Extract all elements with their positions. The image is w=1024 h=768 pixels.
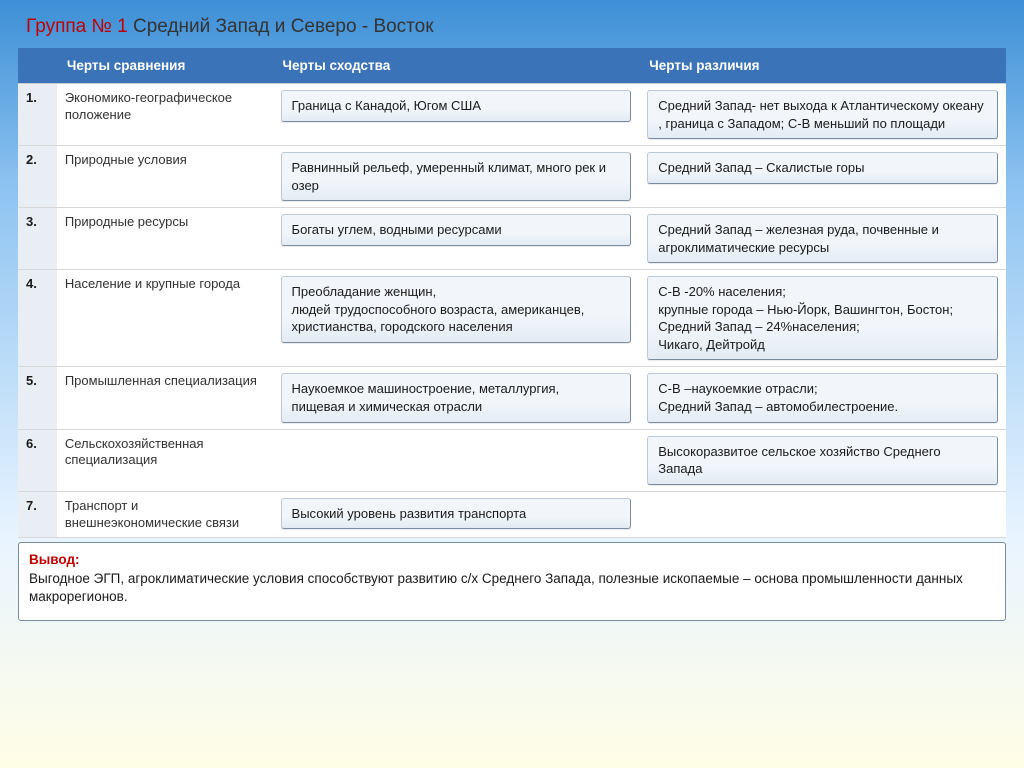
row-similar: Наукоемкое машиностроение, металлургия,п…: [273, 367, 640, 429]
diff-box: Средний Запад- нет выхода к Атлантическо…: [647, 90, 998, 139]
row-feature-label: Экономико-географическое положение: [65, 90, 265, 124]
table-row: 5. Промышленная специализация Наукоемкое м…: [18, 367, 1006, 429]
table-row: 2. Природные условия Равнинный рельеф, уме…: [18, 146, 1006, 208]
row-feature-label: Население и крупные города: [65, 276, 265, 293]
table-row: 1.Экономико-географическое положение Гран…: [18, 84, 1006, 146]
title-prefix: Группа № 1: [26, 16, 128, 37]
table-row: 7.Транспорт и внешнеэкономические связи В…: [18, 491, 1006, 538]
row-feature-label: Сельскохозяйственная специализация: [65, 436, 265, 470]
diff-box: С-В –наукоемкие отрасли;Средний Запад – …: [647, 373, 998, 422]
table-row: 4. Население и крупные города Преобладание…: [18, 270, 1006, 367]
row-feature: Природные ресурсы: [57, 208, 273, 270]
row-diff: [639, 491, 1006, 538]
slide: Группа № 1 Средний Запад и Северо - Вост…: [18, 16, 1006, 621]
similar-box: Преобладание женщин,людей трудоспособног…: [281, 276, 632, 343]
row-number: 3.: [18, 208, 57, 270]
diff-box: Высокоразвитое сельское хозяйство Средне…: [647, 436, 998, 485]
table-row: 3. Природные ресурсы Богаты углем, водными…: [18, 208, 1006, 270]
row-similar: Высокий уровень развития транспорта: [273, 491, 640, 538]
similar-box: Граница с Канадой, Югом США: [281, 90, 632, 122]
row-diff: Высокоразвитое сельское хозяйство Средне…: [639, 429, 1006, 491]
col-header-feature: Черты сравнения: [57, 48, 273, 84]
row-number: 6.: [18, 429, 57, 491]
row-number: 7.: [18, 491, 57, 538]
row-diff: Средний Запад – железная руда, почвенные…: [639, 208, 1006, 270]
table-row: 6.Сельскохозяйственная специализация Высо…: [18, 429, 1006, 491]
similar-box: Равнинный рельеф, умеренный климат, мног…: [281, 152, 632, 201]
row-similar: Богаты углем, водными ресурсами: [273, 208, 640, 270]
diff-box: Средний Запад – железная руда, почвенные…: [647, 214, 998, 263]
row-feature: Транспорт и внешнеэкономические связи: [57, 491, 273, 538]
row-feature-label: Природные ресурсы: [65, 214, 265, 231]
slide-title: Группа № 1 Средний Запад и Северо - Вост…: [26, 16, 1006, 38]
similar-box: Наукоемкое машиностроение, металлургия,п…: [281, 373, 632, 422]
conclusion-text: Выгодное ЭГП, агроклиматические условия …: [29, 571, 963, 604]
row-number: 5.: [18, 367, 57, 429]
row-feature: Природные условия: [57, 146, 273, 208]
row-feature-label: Промышленная специализация: [65, 373, 265, 390]
conclusion-title: Вывод:: [29, 552, 80, 567]
col-header-diff: Черты различия: [639, 48, 1006, 84]
row-feature-label: Природные условия: [65, 152, 265, 169]
row-diff: Средний Запад – Скалистые горы: [639, 146, 1006, 208]
row-similar: Равнинный рельеф, умеренный климат, мног…: [273, 146, 640, 208]
comparison-table: Черты сравнения Черты сходства Черты раз…: [18, 48, 1006, 538]
row-similar: Преобладание женщин,людей трудоспособног…: [273, 270, 640, 367]
row-feature: Сельскохозяйственная специализация: [57, 429, 273, 491]
diff-box: С-В -20% населения;крупные города – Нью-…: [647, 276, 998, 360]
row-feature: Экономико-географическое положение: [57, 84, 273, 146]
row-diff: С-В -20% населения;крупные города – Нью-…: [639, 270, 1006, 367]
table-header-row: Черты сравнения Черты сходства Черты раз…: [18, 48, 1006, 84]
row-diff: Средний Запад- нет выхода к Атлантическо…: [639, 84, 1006, 146]
col-header-num: [18, 48, 57, 84]
row-feature: Население и крупные города: [57, 270, 273, 367]
row-number: 2.: [18, 146, 57, 208]
table-body: 1.Экономико-географическое положение Гран…: [18, 84, 1006, 538]
row-feature: Промышленная специализация: [57, 367, 273, 429]
similar-box: Высокий уровень развития транспорта: [281, 498, 632, 530]
title-main: Средний Запад и Северо - Восток: [128, 16, 434, 37]
col-header-similar: Черты сходства: [273, 48, 640, 84]
row-feature-label: Транспорт и внешнеэкономические связи: [65, 498, 265, 532]
row-similar: [273, 429, 640, 491]
row-number: 1.: [18, 84, 57, 146]
row-number: 4.: [18, 270, 57, 367]
row-similar: Граница с Канадой, Югом США: [273, 84, 640, 146]
conclusion-box: Вывод: Выгодное ЭГП, агроклиматические у…: [18, 542, 1006, 621]
row-diff: С-В –наукоемкие отрасли;Средний Запад – …: [639, 367, 1006, 429]
similar-box: Богаты углем, водными ресурсами: [281, 214, 632, 246]
diff-box: Средний Запад – Скалистые горы: [647, 152, 998, 184]
